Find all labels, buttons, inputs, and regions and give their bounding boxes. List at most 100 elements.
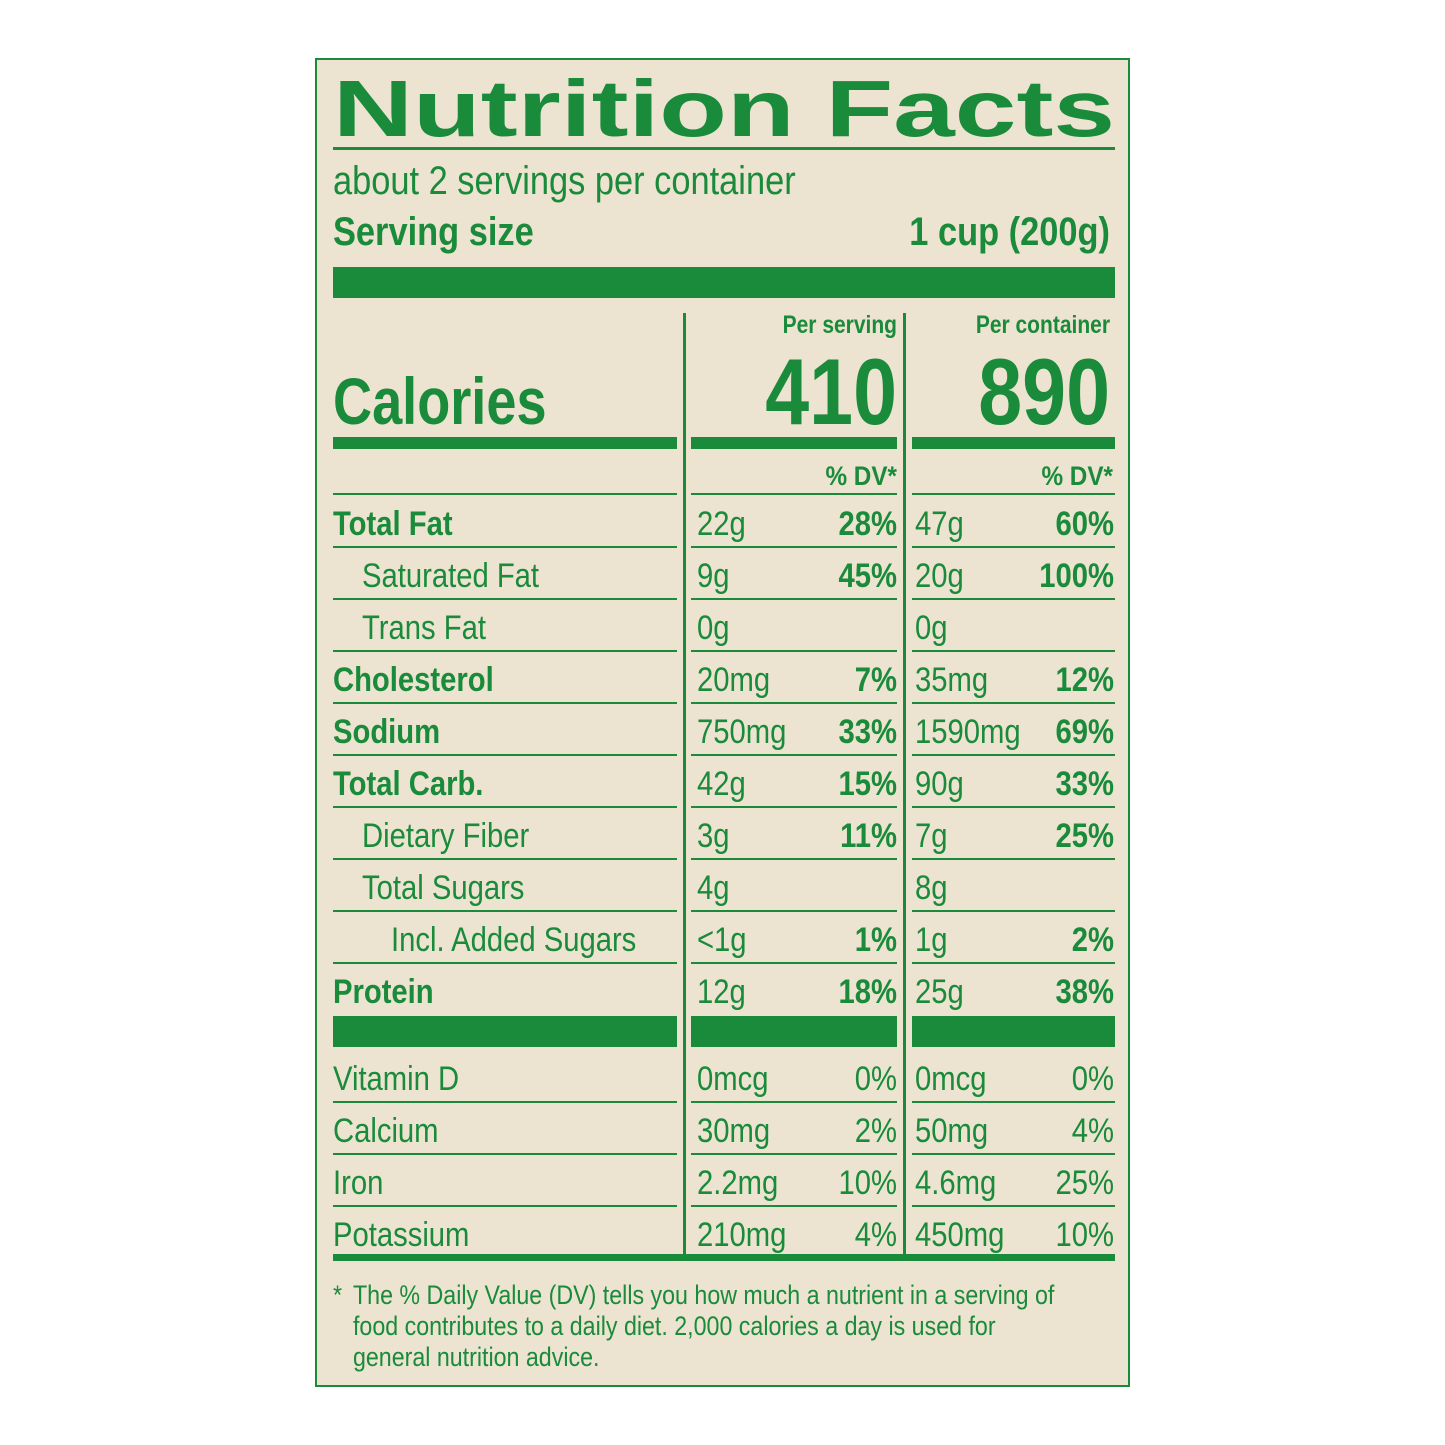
daily-value: 33%	[1056, 764, 1114, 803]
calories-rule	[912, 437, 1115, 449]
amount: 35mg	[915, 660, 988, 699]
row-rule	[691, 702, 897, 704]
row-rule	[691, 806, 897, 808]
nutrient-name: Sodium	[333, 712, 440, 751]
dv-header: % DV*	[1041, 462, 1113, 491]
row-rule	[691, 910, 897, 912]
nutrient-name: Trans Fat	[362, 608, 486, 647]
row-rule	[691, 754, 897, 756]
row-rule	[912, 910, 1115, 912]
row-rule	[333, 806, 677, 808]
nutrient-name: Total Fat	[333, 504, 453, 543]
row-rule	[333, 910, 677, 912]
nutrient-name: Total Sugars	[362, 868, 524, 907]
row-rule	[691, 598, 897, 600]
row-rule	[333, 1101, 677, 1103]
calories-rule	[691, 437, 897, 449]
daily-value: 33%	[839, 712, 897, 751]
amount: 47g	[915, 504, 964, 543]
row-rule	[333, 858, 677, 860]
nutrient-name: Iron	[333, 1163, 383, 1202]
row-rule	[912, 858, 1115, 860]
row-rule	[691, 1205, 897, 1207]
amount: 0mcg	[697, 1059, 768, 1098]
nutrient-name: Dietary Fiber	[362, 816, 530, 855]
daily-value: 18%	[839, 972, 897, 1011]
amount: 4g	[697, 868, 730, 907]
column-divider	[683, 313, 686, 1254]
thick-bar	[912, 1016, 1115, 1047]
thick-bar	[333, 267, 1115, 298]
amount: 20g	[915, 556, 964, 595]
daily-value: 45%	[839, 556, 897, 595]
row-rule	[912, 598, 1115, 600]
daily-value: 10%	[1056, 1215, 1114, 1254]
thick-bar	[691, 1016, 897, 1047]
row-rule	[333, 493, 677, 495]
nutrient-name: Saturated Fat	[362, 556, 539, 595]
amount: 8g	[915, 868, 948, 907]
daily-value: 25%	[1056, 816, 1114, 855]
daily-value: 0%	[855, 1059, 897, 1098]
daily-value: 28%	[839, 504, 897, 543]
daily-value: 0%	[1072, 1059, 1114, 1098]
daily-value: 12%	[1056, 660, 1114, 699]
nutrient-name: Incl. Added Sugars	[391, 920, 636, 959]
footnote-line: food contributes to a daily diet. 2,000 …	[353, 1311, 996, 1341]
row-rule	[912, 650, 1115, 652]
row-rule	[912, 806, 1115, 808]
amount: 20mg	[697, 660, 770, 699]
amount: 2.2mg	[697, 1163, 778, 1202]
row-rule	[912, 702, 1115, 704]
row-rule	[912, 1205, 1115, 1207]
nutrient-name: Calcium	[333, 1111, 439, 1150]
amount: 0g	[697, 608, 730, 647]
bottom-rule	[333, 1254, 1115, 1261]
row-rule	[333, 598, 677, 600]
amount: 1590mg	[915, 712, 1021, 751]
serving-size-label: Serving size	[333, 209, 534, 254]
amount: 210mg	[697, 1215, 786, 1254]
row-rule	[691, 1101, 897, 1103]
row-rule	[333, 754, 677, 756]
amount: 42g	[697, 764, 746, 803]
daily-value: 7%	[855, 660, 897, 699]
row-rule	[912, 1101, 1115, 1103]
title-rule	[333, 147, 1115, 150]
footnote-line: The % Daily Value (DV) tells you how muc…	[353, 1280, 1055, 1310]
amount: 30mg	[697, 1111, 770, 1150]
amount: 4.6mg	[915, 1163, 996, 1202]
nutrient-name: Potassium	[333, 1215, 469, 1254]
amount: <1g	[697, 920, 747, 959]
row-rule	[333, 546, 677, 548]
nutrient-name: Protein	[333, 972, 434, 1011]
servings: about 2 servings per container	[333, 158, 796, 203]
amount: 50mg	[915, 1111, 988, 1150]
footnote-marker: *	[333, 1280, 342, 1310]
column-divider	[903, 313, 906, 1254]
row-rule	[912, 1153, 1115, 1155]
daily-value: 2%	[855, 1111, 897, 1150]
daily-value: 2%	[1072, 920, 1114, 959]
calories-value: 890	[978, 340, 1110, 445]
calories-rule	[333, 437, 677, 449]
nutrient-name: Vitamin D	[333, 1059, 459, 1098]
daily-value: 15%	[839, 764, 897, 803]
row-rule	[333, 702, 677, 704]
row-rule	[333, 962, 677, 964]
row-rule	[333, 650, 677, 652]
daily-value: 10%	[839, 1163, 897, 1202]
amount: 12g	[697, 972, 746, 1011]
amount: 0mcg	[915, 1059, 986, 1098]
column-header: Per container	[976, 310, 1110, 338]
row-rule	[912, 493, 1115, 495]
amount: 1g	[915, 920, 948, 959]
daily-value: 25%	[1056, 1163, 1114, 1202]
daily-value: 60%	[1056, 504, 1114, 543]
row-rule	[912, 754, 1115, 756]
amount: 7g	[915, 816, 948, 855]
daily-value: 4%	[1072, 1111, 1114, 1150]
daily-value: 1%	[855, 920, 897, 959]
